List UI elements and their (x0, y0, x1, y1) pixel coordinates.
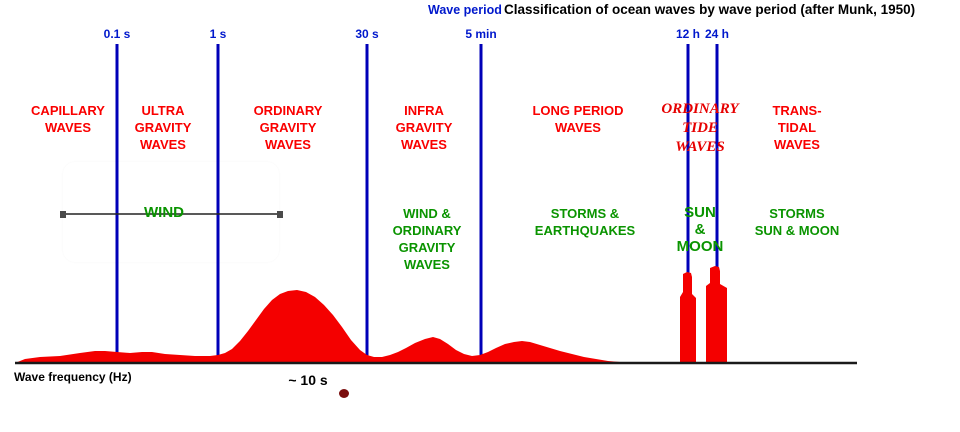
wave-type-infra-gravity: INFRA GRAVITY WAVES (396, 102, 453, 153)
wave-type-label-line: GRAVITY (134, 120, 192, 135)
wave-type-ordinary-tide: ORDINARY TIDE WAVES (661, 100, 738, 157)
wave-type-label-line: TRANS- (772, 103, 822, 118)
force-label-line: WIND (144, 204, 184, 221)
wave-type-ultra-gravity: ULTRA GRAVITY WAVES (135, 102, 192, 153)
wave-type-label-line: WAVES (264, 137, 311, 152)
force-storms-earthquakes: STORMS & EARTHQUAKES (535, 205, 635, 239)
wind-background-box (63, 162, 279, 262)
tidal-energy-spike (680, 272, 696, 363)
wave-type-label-line: TIDE (682, 120, 718, 136)
peak-period-annotation: ~ 10 s (288, 372, 328, 388)
force-label-line: ORDINARY (392, 223, 462, 238)
period-tick-label: 0.1 s (103, 27, 131, 41)
force-label-line: SUN (684, 204, 716, 221)
wave-type-label-line: ORDINARY (661, 101, 739, 117)
figure-title: Classification of ocean waves by wave pe… (504, 2, 916, 17)
wind-line-right-endpoint (277, 211, 283, 218)
wave-type-long-period: LONG PERIOD WAVES (532, 102, 623, 136)
wave-type-ordinary-gravity: ORDINARY GRAVITY WAVES (254, 102, 323, 153)
wave-type-label-line: WAVES (139, 137, 186, 152)
wind-line-left-endpoint (60, 211, 66, 218)
force-wind: WIND (144, 204, 184, 221)
wave-type-label-line: WAVES (773, 137, 820, 152)
wave-type-label-line: GRAVITY (259, 120, 317, 135)
force-storms-sun-moon: STORMS SUN & MOON (755, 205, 840, 239)
force-label-line: EARTHQUAKES (534, 223, 636, 238)
force-label-line: MOON (676, 238, 724, 255)
force-label-line: GRAVITY (398, 240, 456, 255)
wave-type-label-line: LONG PERIOD (532, 103, 624, 118)
wave-type-label-line: INFRA (404, 103, 444, 118)
wave-type-label-line: CAPILLARY (31, 103, 105, 118)
period-tick-label: 1 s (209, 27, 227, 41)
wave-type-label-line: WAVES (45, 120, 91, 135)
wave-type-trans-tidal: TRANS- TIDAL WAVES (772, 102, 821, 153)
force-label-line: STORMS & (550, 206, 620, 221)
wave-type-label-line: GRAVITY (395, 120, 453, 135)
tidal-energy-spike (706, 266, 727, 363)
force-label-line: WAVES (403, 257, 450, 272)
wave-type-capillary: CAPILLARY WAVES (31, 102, 105, 136)
red-marker-dot (339, 389, 349, 398)
force-label-line: WIND & (403, 206, 451, 221)
right-edge-white-frame (904, 183, 958, 248)
wave-type-label-line: WAVES (400, 137, 447, 152)
force-label-line: & (694, 221, 706, 238)
wave-type-label-line: ORDINARY (253, 103, 323, 118)
force-wind-ord-gravity: WIND & ORDINARY GRAVITY WAVES (393, 205, 462, 273)
wave-type-label-line: WAVES (675, 139, 725, 155)
period-tick-label: 30 s (355, 27, 379, 41)
wave-type-label-line: WAVES (554, 120, 601, 135)
wave-type-label-line: ULTRA (141, 103, 185, 118)
wave-type-label-line: TIDAL (777, 120, 817, 135)
wave-period-axis-label: Wave period (428, 3, 502, 17)
force-label-line: SUN & MOON (754, 223, 840, 238)
frequency-axis-label: Wave frequency (Hz) (14, 370, 132, 384)
period-tick-label: 24 h (704, 27, 730, 41)
tide-background-box (668, 58, 736, 272)
force-sun-moon: SUN & MOON (677, 204, 724, 255)
period-tick-label: 5 min (465, 27, 497, 41)
period-tick-label: 12 h (675, 27, 701, 41)
force-label-line: STORMS (769, 206, 825, 221)
energy-spectrum-curve (15, 290, 658, 363)
